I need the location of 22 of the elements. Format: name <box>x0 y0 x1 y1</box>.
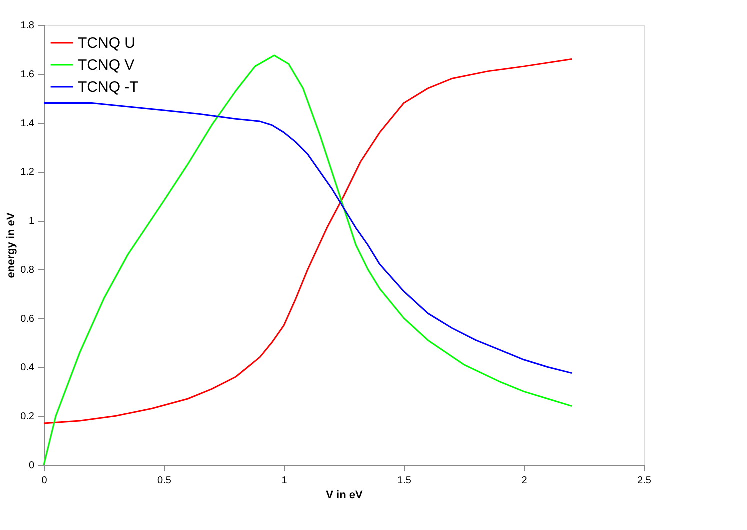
y-tick-label: 1.2 <box>20 167 35 178</box>
legend-label: TCNQ U <box>78 35 136 52</box>
y-tick-label: 1.8 <box>20 20 35 32</box>
y-axis-title: energy in eV <box>6 212 18 278</box>
y-tick-label: 0.4 <box>20 362 35 374</box>
legend-label: TCNQ V <box>78 57 135 74</box>
y-tick-label: 0.8 <box>20 264 35 276</box>
y-tick-label: 1.4 <box>20 118 35 130</box>
line-series <box>43 102 573 374</box>
y-tick-label: 0.6 <box>20 314 35 325</box>
x-tick-label: 0.5 <box>158 476 172 486</box>
x-tick-label: 0 <box>42 476 48 486</box>
x-tick-label: 1.5 <box>398 476 412 486</box>
x-tick-label: 2 <box>522 476 528 486</box>
legend-label: TCNQ -T <box>78 79 139 96</box>
x-tick-label: 2.5 <box>638 476 652 486</box>
x-axis-title: V in eV <box>326 490 364 502</box>
y-tick-label: 0.2 <box>20 412 35 423</box>
y-tick-label: 0 <box>28 460 35 472</box>
y-tick-label: 1 <box>28 216 35 228</box>
y-tick-label: 1.6 <box>20 69 35 80</box>
x-tick-label: 1 <box>282 476 288 486</box>
